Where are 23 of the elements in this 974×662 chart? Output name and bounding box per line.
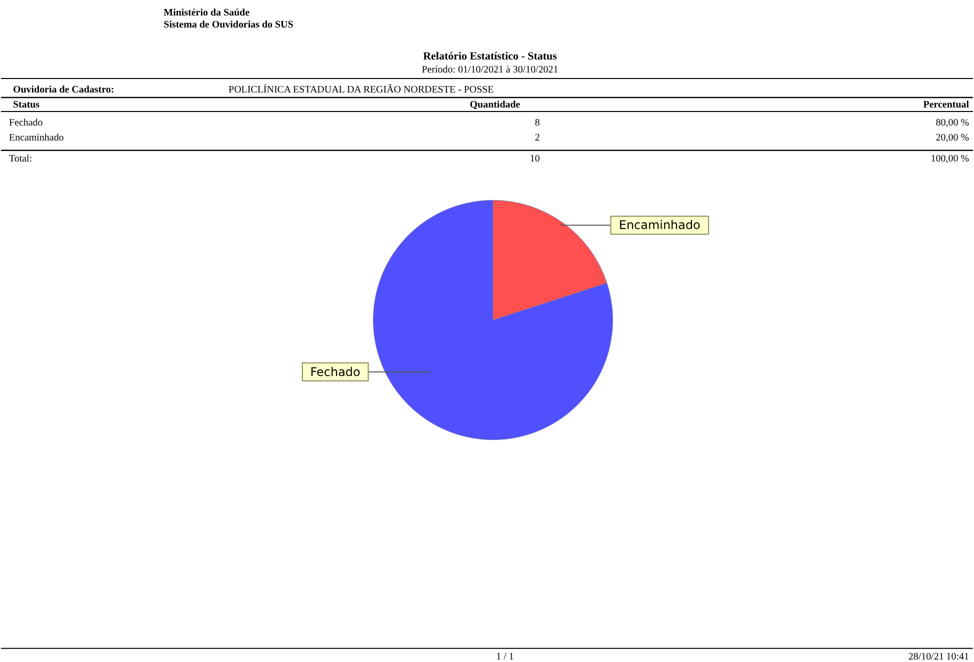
text: Total: (8, 153, 32, 164)
text: Encaminhado (8, 132, 64, 144)
chart-title: Relatório Estatístico - Status (423, 50, 557, 63)
text: POLICLÍNICA ESTADUAL DA REGIÃO NORDESTE - POSSE (228, 83, 494, 96)
text: Período: 01/10/2021 à 30/10/2021 (422, 64, 558, 76)
text: Sistema de Ouvidorias do SUS (164, 20, 294, 31)
text: 10 (530, 153, 540, 164)
text: 2 (534, 132, 540, 144)
slice-label: Encaminhado (618, 218, 700, 232)
text: 20,00 % (936, 132, 970, 144)
text: Status (12, 99, 40, 110)
text: Quantidade (470, 99, 521, 110)
text: 80,00 % (936, 117, 970, 128)
pie-slice (373, 200, 613, 440)
text: Ministério da Saúde (164, 8, 250, 19)
text: 28/10/21 10:41 (908, 651, 970, 662)
text: Fechado (8, 117, 43, 128)
text: 1 / 1 (496, 651, 514, 662)
text: Ouvidoria de Cadastro: (12, 84, 114, 96)
slice-label: Fechado (310, 364, 360, 379)
text: 8 (534, 117, 540, 128)
text: 100,00 % (930, 153, 970, 164)
text: Percentual (923, 99, 970, 110)
